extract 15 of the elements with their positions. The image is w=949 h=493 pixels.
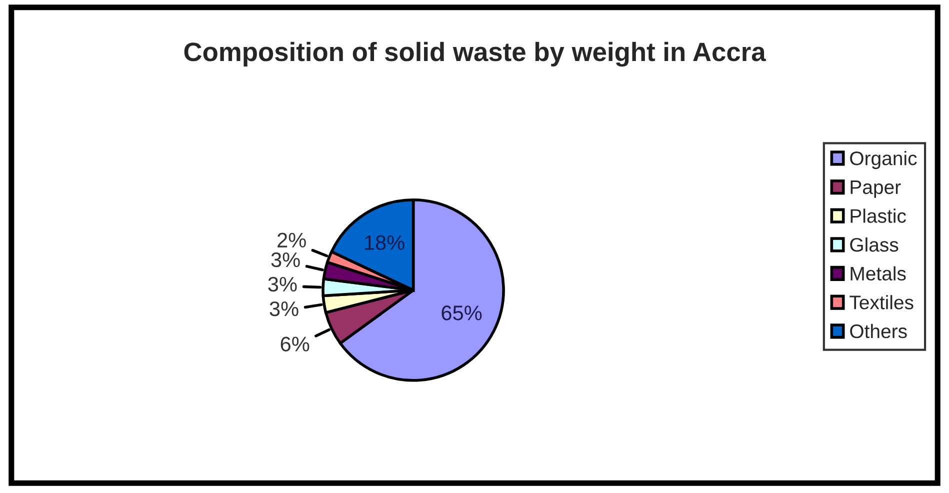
- data-label: 65%: [442, 306, 482, 320]
- data-label: 3%: [271, 252, 300, 268]
- legend-label: Plastic: [850, 208, 906, 223]
- legend-label: Organic: [850, 150, 917, 170]
- data-label: 2%: [278, 232, 306, 248]
- data-label: 3%: [268, 276, 297, 292]
- legend-label: Metals: [850, 266, 906, 281]
- chart-title: Composition of solid waste by weight in Accra: [184, 42, 766, 67]
- legend-label: Textiles: [850, 295, 914, 310]
- legend-label: Others: [850, 324, 907, 338]
- data-label: 3%: [270, 301, 298, 316]
- data-label: 6%: [280, 336, 310, 352]
- legend-label: Paper: [850, 180, 901, 198]
- data-label: 18%: [365, 235, 404, 250]
- legend-label: Glass: [850, 237, 898, 252]
